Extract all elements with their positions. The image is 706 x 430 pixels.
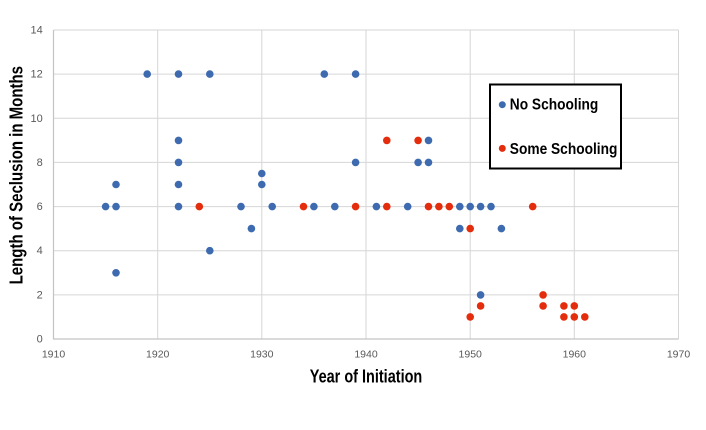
svg-text:1930: 1930 [250, 349, 274, 361]
svg-text:0: 0 [37, 334, 43, 346]
svg-text:1950: 1950 [459, 349, 483, 361]
svg-text:Some Schooling: Some Schooling [510, 141, 618, 158]
svg-text:No Schooling: No Schooling [510, 97, 599, 114]
svg-text:1960: 1960 [563, 349, 587, 361]
svg-text:12: 12 [31, 69, 43, 81]
svg-text:1940: 1940 [354, 349, 378, 361]
svg-text:1970: 1970 [667, 349, 691, 361]
svg-text:6: 6 [37, 201, 43, 213]
svg-text:1920: 1920 [146, 349, 170, 361]
svg-text:4: 4 [37, 245, 43, 257]
svg-text:Year of Initiation: Year of Initiation [310, 367, 423, 387]
svg-text:Length of Seclusion in Months: Length of Seclusion in Months [6, 66, 27, 284]
svg-text:8: 8 [37, 157, 43, 169]
svg-text:2: 2 [37, 289, 43, 301]
svg-text:1910: 1910 [42, 349, 66, 361]
svg-text:14: 14 [31, 25, 43, 37]
svg-text:10: 10 [31, 113, 43, 125]
